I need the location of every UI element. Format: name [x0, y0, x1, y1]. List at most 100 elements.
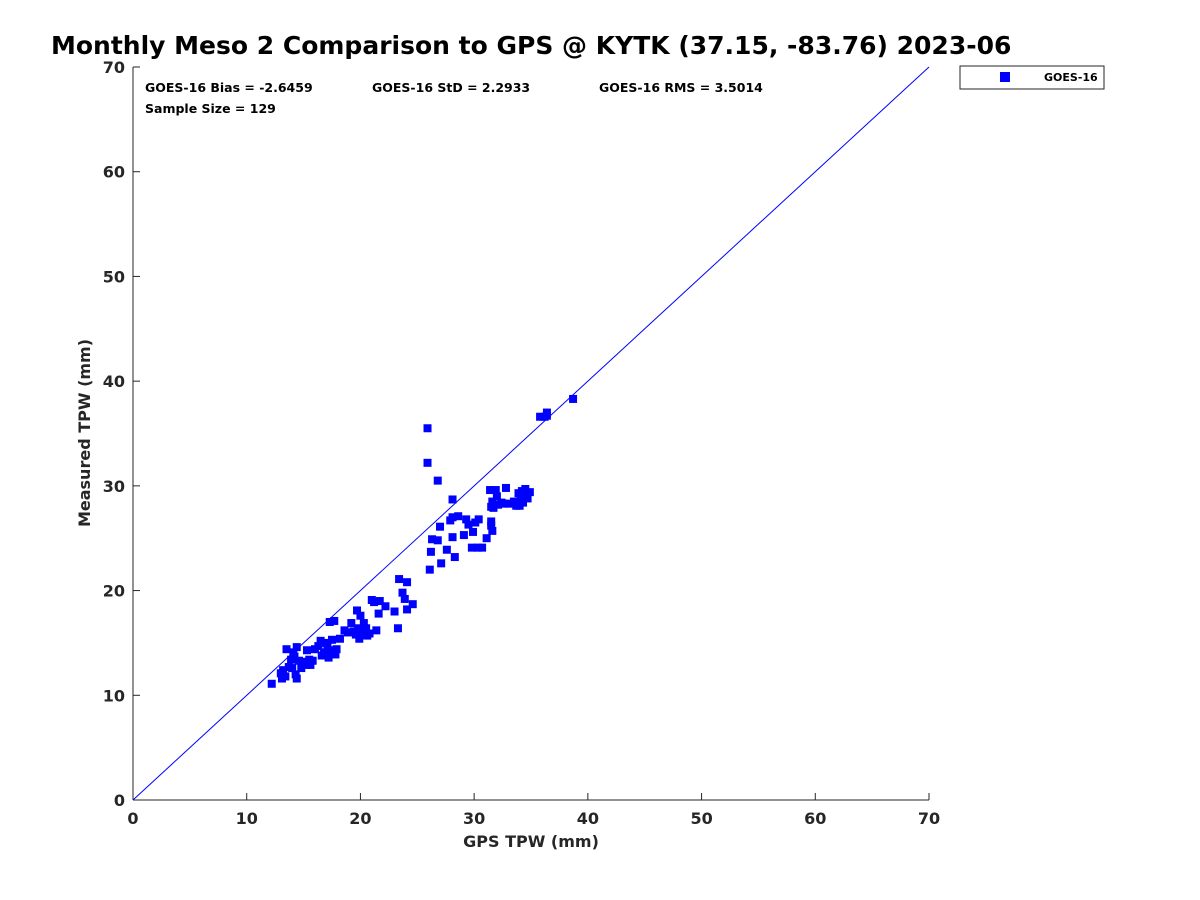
legend-marker-square-icon	[1000, 72, 1010, 82]
data-point	[357, 630, 366, 639]
legend-label: GOES-16	[1044, 71, 1098, 84]
data-point	[425, 565, 434, 574]
one-to-one-reference-line	[132, 66, 930, 801]
x-ticks: 0 10 20 30 40 50 60 70	[127, 793, 940, 828]
data-point	[292, 643, 301, 652]
data-point	[330, 616, 339, 625]
data-point	[390, 607, 399, 616]
x-tick-label: 30	[463, 809, 485, 828]
data-point	[282, 645, 291, 654]
data-point	[459, 531, 468, 540]
data-point	[489, 503, 498, 512]
data-point	[326, 646, 335, 655]
data-point	[464, 520, 473, 529]
data-point	[488, 526, 497, 535]
y-tick-label: 40	[103, 372, 125, 391]
data-point	[505, 499, 514, 508]
data-point	[279, 666, 288, 675]
data-point	[467, 543, 476, 552]
data-point	[316, 636, 325, 645]
data-point	[292, 674, 301, 683]
data-point	[428, 535, 437, 544]
data-point	[423, 424, 432, 433]
y-tick-label: 30	[103, 477, 125, 496]
data-point	[478, 543, 487, 552]
y-tick-label: 10	[103, 686, 125, 705]
data-point	[306, 660, 315, 669]
data-point	[354, 624, 363, 633]
data-point	[488, 497, 497, 506]
data-point	[398, 588, 407, 597]
x-tick-label: 10	[236, 809, 258, 828]
x-tick-label: 60	[804, 809, 826, 828]
data-point	[442, 545, 451, 554]
data-point	[448, 495, 457, 504]
data-point	[437, 559, 446, 568]
data-point	[295, 656, 304, 665]
data-point	[433, 476, 442, 485]
legend: GOES-16	[959, 65, 1105, 90]
data-point	[423, 458, 432, 467]
chart-title: Monthly Meso 2 Comparison to GPS @ KYTK …	[51, 31, 1011, 60]
y-tick-label: 60	[103, 163, 125, 182]
data-point	[509, 497, 518, 506]
data-point	[267, 679, 276, 688]
data-point	[491, 486, 500, 495]
data-point	[519, 498, 528, 507]
data-point	[448, 513, 457, 522]
data-point	[523, 494, 532, 503]
data-point	[374, 609, 383, 618]
data-point	[454, 512, 463, 521]
x-axis-label: GPS TPW (mm)	[463, 832, 599, 851]
data-point	[501, 483, 510, 492]
data-point	[521, 484, 530, 493]
data-point	[492, 492, 501, 501]
data-point	[469, 527, 478, 536]
x-tick-label: 50	[690, 809, 712, 828]
data-point	[381, 602, 390, 611]
data-point	[288, 664, 297, 673]
y-axis-label: Measured TPW (mm)	[75, 339, 94, 527]
data-point	[302, 646, 311, 655]
data-point	[314, 642, 323, 651]
data-point	[403, 605, 412, 614]
data-point	[400, 594, 409, 603]
data-point	[351, 630, 360, 639]
x-tick-label: 40	[577, 809, 599, 828]
data-point	[499, 499, 508, 508]
data-point	[473, 543, 482, 552]
data-point	[359, 619, 368, 628]
goes16-points	[267, 394, 578, 688]
x-tick-label: 20	[349, 809, 371, 828]
data-point	[433, 536, 442, 545]
data-point	[362, 624, 371, 633]
y-tick-label: 20	[103, 582, 125, 601]
data-point	[487, 521, 496, 530]
data-point	[536, 412, 545, 421]
data-point	[462, 515, 471, 524]
data-point	[281, 672, 290, 681]
data-point	[436, 522, 445, 531]
data-point	[308, 656, 317, 665]
bias-stat: GOES-16 Bias = -2.6459	[145, 80, 313, 95]
data-point	[487, 517, 496, 526]
y-tick-label: 70	[103, 58, 125, 77]
data-point	[372, 626, 381, 635]
std-stat: GOES-16 StD = 2.2933	[372, 80, 530, 95]
data-point	[328, 635, 336, 644]
data-point	[525, 488, 534, 497]
data-point	[356, 611, 365, 620]
data-point	[353, 606, 362, 615]
data-point	[426, 547, 435, 556]
data-point	[290, 652, 299, 661]
data-point	[332, 645, 341, 654]
data-point	[297, 664, 306, 673]
rms-stat: GOES-16 RMS = 3.5014	[599, 80, 763, 95]
x-tick-label: 70	[918, 809, 940, 828]
data-point	[331, 650, 340, 659]
data-point	[474, 515, 483, 524]
x-tick-label: 0	[127, 809, 138, 828]
y-ticks: 0 10 20 30 40 50 60 70	[103, 58, 140, 810]
data-point	[289, 648, 298, 657]
